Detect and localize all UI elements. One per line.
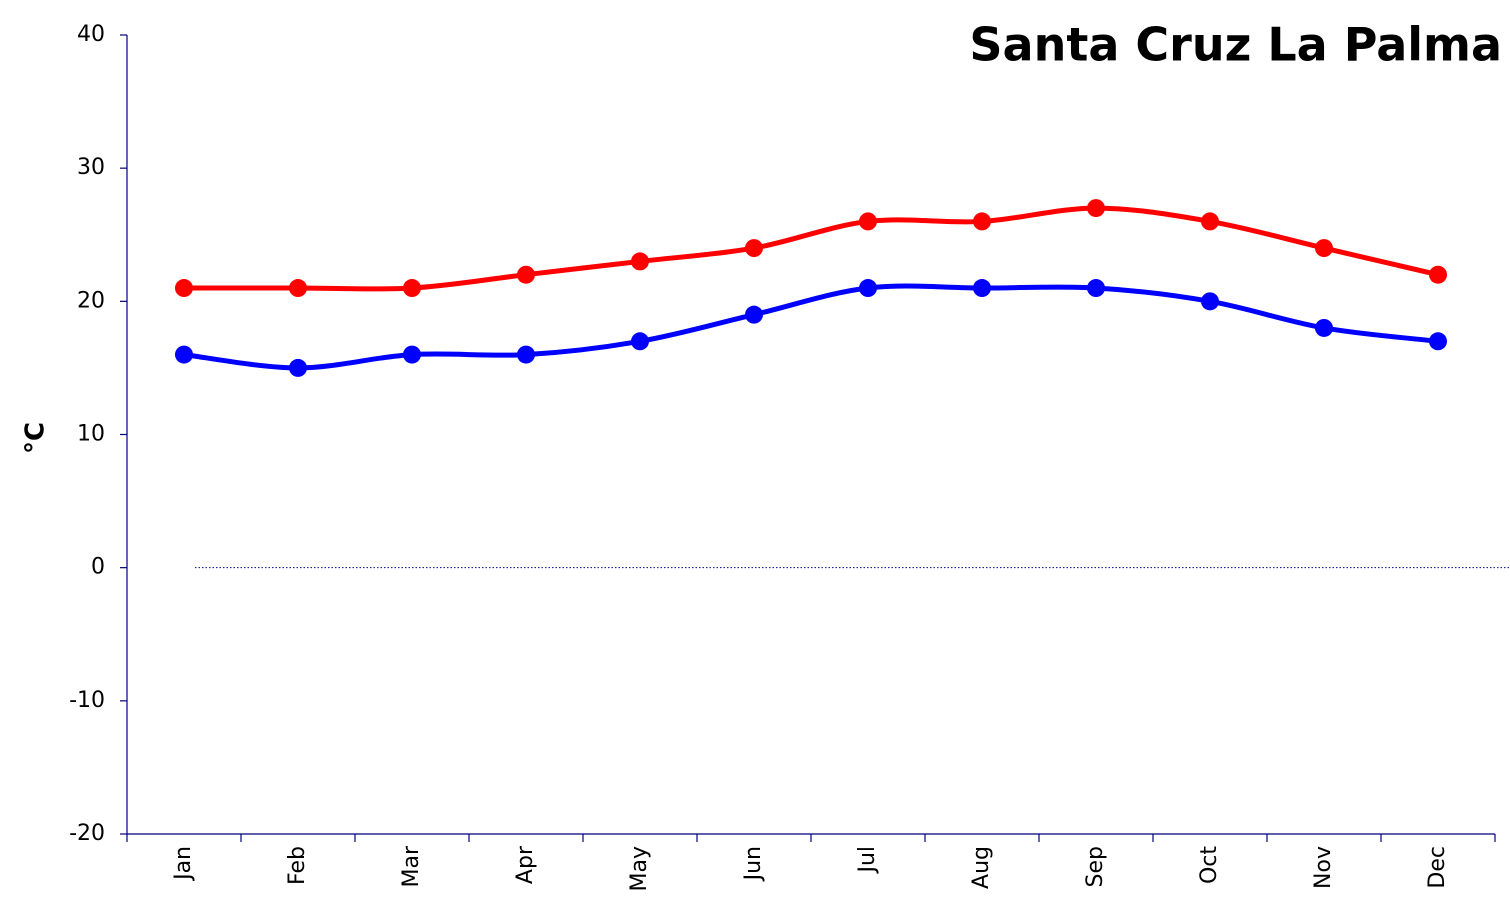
x-tick-label: Mar — [399, 845, 424, 887]
x-tick-label: Nov — [1311, 846, 1336, 889]
data-point — [1087, 199, 1105, 218]
data-point — [859, 212, 877, 231]
series-line — [183, 283, 1439, 371]
data-point — [1201, 292, 1219, 311]
y-tick-label: 10 — [77, 422, 105, 447]
chart-title: Santa Cruz La Palma — [969, 18, 1502, 72]
data-point — [403, 345, 421, 364]
data-point — [175, 279, 193, 298]
y-tick-label: 30 — [77, 155, 105, 180]
data-point — [973, 279, 991, 298]
y-tick-label: 40 — [77, 22, 105, 47]
x-tick-label: Jun — [741, 846, 766, 882]
y-tick-label: -20 — [69, 821, 105, 846]
x-tick-label: Aug — [969, 846, 994, 889]
data-point — [745, 239, 763, 258]
data-point — [1201, 212, 1219, 231]
data-point — [859, 279, 877, 298]
x-tick-label: Feb — [285, 846, 310, 885]
data-point — [289, 358, 307, 377]
data-point — [1315, 318, 1333, 337]
series-line — [183, 205, 1439, 292]
x-tick-label: Jan — [171, 846, 196, 882]
x-tick-label: Dec — [1425, 846, 1450, 889]
x-tick-label: Sep — [1083, 846, 1108, 887]
y-tick-label: 0 — [91, 555, 105, 580]
y-axis-label: °C — [21, 422, 51, 454]
x-tick-label: Apr — [513, 845, 538, 884]
data-point — [631, 332, 649, 351]
y-tick-label: 20 — [77, 288, 105, 313]
y-tick-label: -10 — [69, 688, 105, 713]
x-tick-label: Jul — [855, 846, 880, 875]
data-point — [289, 279, 307, 298]
x-tick-label: Oct — [1197, 846, 1222, 884]
data-point — [175, 345, 193, 364]
data-point — [1315, 239, 1333, 258]
data-point — [1087, 279, 1105, 298]
x-tick-label: May — [627, 846, 652, 891]
data-point — [973, 212, 991, 231]
data-point — [631, 252, 649, 271]
data-point — [517, 345, 535, 364]
data-point — [745, 305, 763, 324]
data-point — [403, 279, 421, 298]
data-point — [517, 265, 535, 284]
data-point — [1429, 332, 1447, 351]
data-point — [1429, 265, 1447, 284]
